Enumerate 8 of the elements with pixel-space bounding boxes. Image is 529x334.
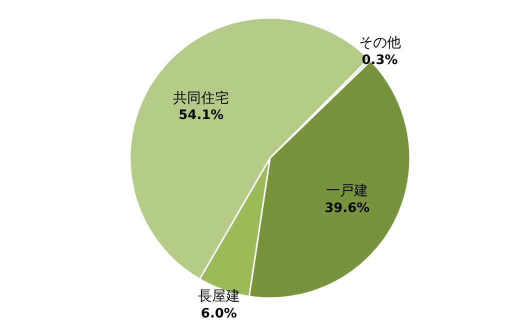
data-label: 0.3%: [362, 53, 398, 68]
data-label: 54.1%: [178, 108, 224, 124]
slice-label: その他: [358, 35, 401, 52]
data-label: 6.0%: [200, 306, 237, 322]
slice-label: 長屋建: [198, 288, 240, 304]
slice-label: 共同住宅: [173, 90, 230, 106]
data-label: 39.6%: [324, 200, 370, 216]
slice-label: 一戸建: [326, 182, 368, 199]
